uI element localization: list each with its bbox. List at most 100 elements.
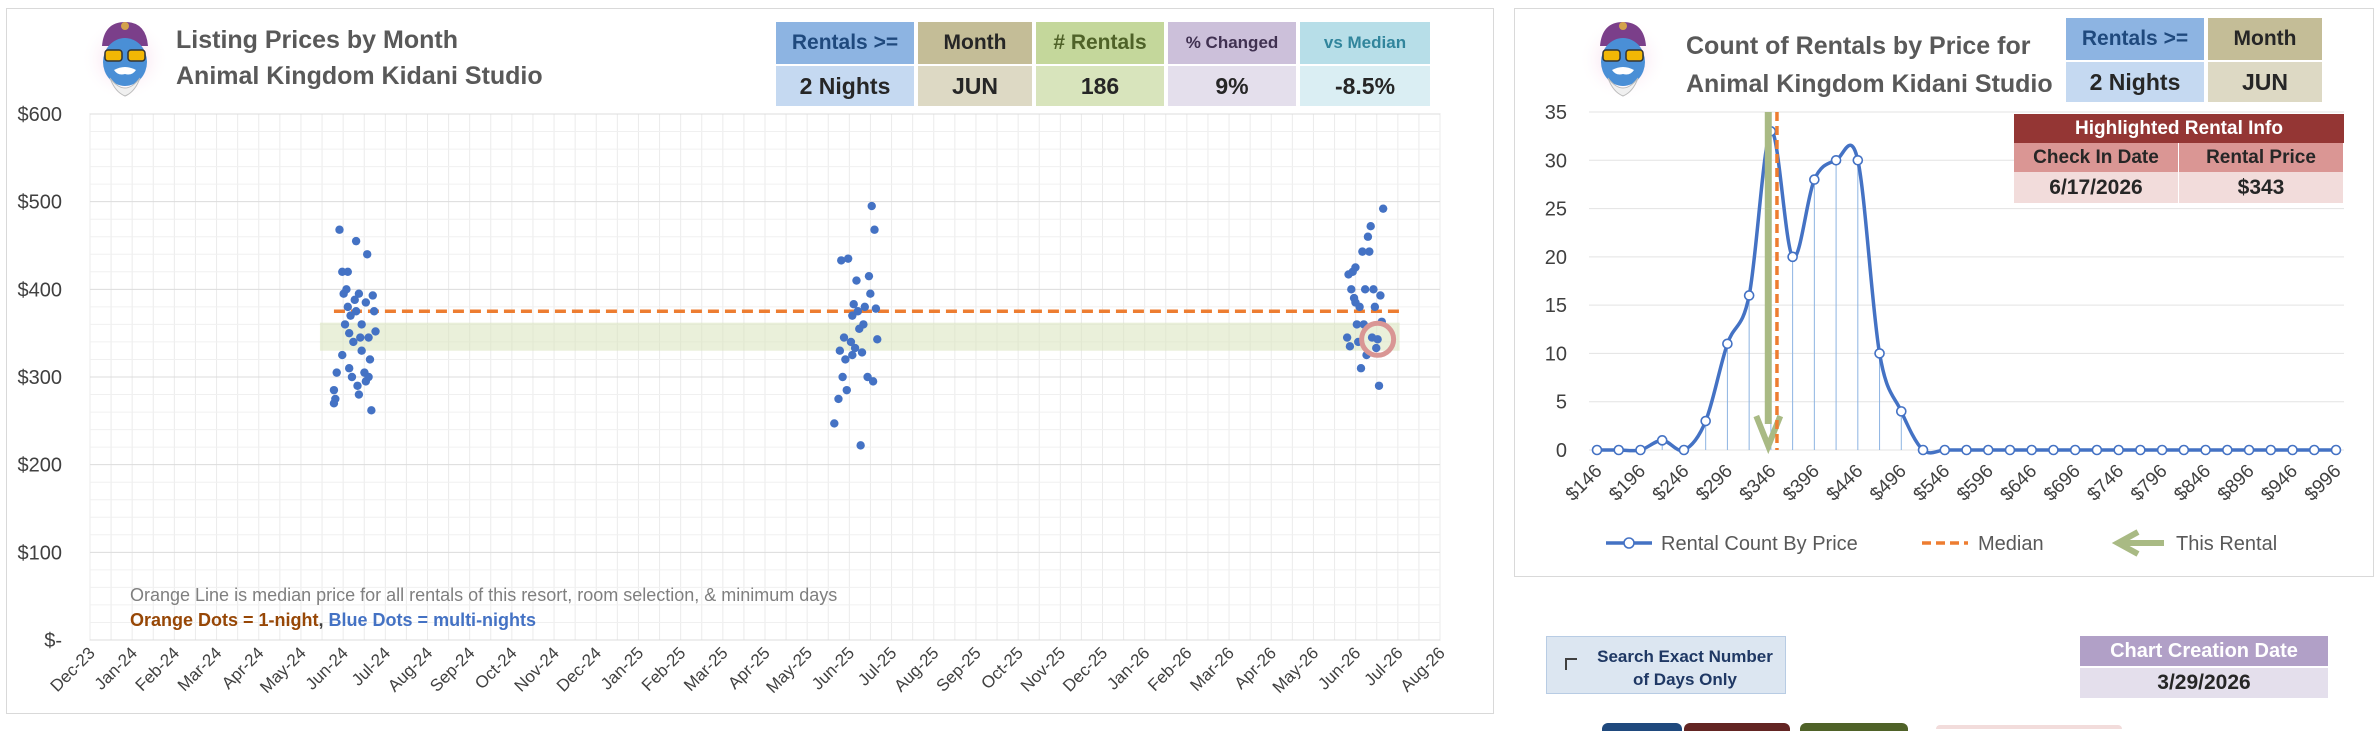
y-tick-label: 10 <box>1545 343 1567 365</box>
scatter-point <box>868 377 878 386</box>
note-separator: , <box>319 610 329 630</box>
left-kpi-header-4: vs Median <box>1300 22 1430 64</box>
scatter-point <box>1374 381 1384 390</box>
nav-button-blue[interactable] <box>1602 723 1682 731</box>
checkbox-icon[interactable] <box>1565 658 1577 670</box>
rental-count-marker <box>1613 444 1625 456</box>
creation-date-header: Chart Creation Date <box>2080 636 2328 666</box>
scatter-point <box>856 441 865 450</box>
right-kpi-header-1: Month <box>2208 18 2322 60</box>
scatter-point <box>835 346 845 355</box>
scatter-point <box>338 350 347 360</box>
rental-count-marker <box>1700 415 1711 427</box>
x-tick-label: $496 <box>1866 461 1911 506</box>
y-tick-label: $300 <box>18 367 63 389</box>
x-tick-label: May-25 <box>762 643 816 697</box>
right-chart-subtitle: Animal Kingdom Kidani Studio <box>1686 70 2053 98</box>
scatter-point <box>1360 285 1370 294</box>
x-tick-label: $846 <box>2170 461 2215 506</box>
scatter-point <box>363 250 372 259</box>
x-tick-label: Jan-24 <box>91 643 141 693</box>
x-tick-label: $396 <box>1779 461 1824 506</box>
x-tick-label: $346 <box>1736 461 1781 506</box>
search-exact-days-checkbox[interactable]: Search Exact Number of Days Only <box>1546 636 1786 694</box>
rental-count-marker <box>2330 444 2342 456</box>
scatter-point <box>830 419 839 428</box>
scatter-point <box>846 337 856 347</box>
scatter-point <box>357 346 366 355</box>
rental-count-marker <box>1722 338 1733 350</box>
x-tick-label: $996 <box>2301 461 2346 506</box>
check-in-date-value: 6/17/2026 <box>2014 172 2179 203</box>
x-tick-label: $896 <box>2214 461 2259 506</box>
x-tick-label: Mar-26 <box>1186 643 1238 695</box>
left-kpi-3: % Changed 9% <box>1168 22 1296 106</box>
x-tick-label: $796 <box>2127 461 2172 506</box>
x-tick-label: Aug-24 <box>384 643 436 695</box>
scatter-point <box>860 302 869 312</box>
rental-count-marker <box>1982 444 1994 456</box>
left-kpi-header-2: # Rentals <box>1036 22 1164 64</box>
rental-count-marker <box>1830 154 1842 166</box>
y-tick-label: $100 <box>18 542 63 564</box>
rental-count-marker <box>2004 444 2016 456</box>
scatter-point <box>1376 291 1385 300</box>
scatter-point <box>1369 285 1378 294</box>
scatter-point <box>354 289 364 298</box>
rental-count-marker <box>1895 406 1907 417</box>
highlight-title: Highlighted Rental Info <box>2014 114 2344 143</box>
left-kpi-2: # Rentals 186 <box>1036 22 1164 106</box>
x-tick-label: Feb-24 <box>132 643 184 695</box>
x-tick-label: Sep-25 <box>933 643 985 695</box>
scatter-point <box>1363 232 1373 241</box>
scatter-point <box>361 298 371 307</box>
rental-count-marker <box>1678 444 1690 456</box>
scatter-point <box>859 320 868 329</box>
scatter-point <box>841 355 850 364</box>
scatter-point <box>848 350 857 360</box>
x-tick-label: Dec-25 <box>1059 643 1111 695</box>
rental-count-marker <box>2243 444 2255 456</box>
x-tick-label: Aug-25 <box>890 643 942 695</box>
legend-marker-icon <box>1623 537 1635 549</box>
scatter-point <box>849 300 858 309</box>
left-chart-title: Listing Prices by Month <box>176 26 458 54</box>
scatter-point <box>843 254 853 263</box>
note-orange-dots: Orange Dots = 1-night <box>130 610 319 630</box>
highlighted-point-ring <box>1359 320 1397 358</box>
left-kpi-1: Month JUN <box>918 22 1032 106</box>
x-tick-label: $296 <box>1692 461 1737 506</box>
scatter-point <box>1355 302 1364 312</box>
rental-price-header: Rental Price <box>2179 143 2344 172</box>
nav-button-pink[interactable] <box>1936 725 2122 729</box>
scatter-point <box>371 327 380 336</box>
x-tick-label: Jun-24 <box>302 643 352 693</box>
right-chart-title: Count of Rentals by Price for <box>1686 32 2031 60</box>
legend-median: Median <box>1978 533 2044 555</box>
scatter-point <box>867 201 876 211</box>
scatter-point <box>368 291 377 300</box>
nav-button-green[interactable] <box>1800 723 1908 731</box>
rental-count-marker <box>2048 444 2059 456</box>
legend-this-rental: This Rental <box>2176 533 2277 555</box>
rental-count-marker <box>1852 154 1864 166</box>
scatter-point <box>332 368 341 377</box>
left-kpi-header-3: % Changed <box>1168 22 1296 64</box>
x-tick-label: $196 <box>1605 461 1650 506</box>
right-kpi-0: Rentals >= 2 Nights <box>2066 18 2204 102</box>
rental-count-marker <box>1656 435 1668 446</box>
x-tick-label: $146 <box>1562 461 1607 506</box>
rental-count-marker <box>2156 444 2168 456</box>
x-tick-label: Mar-25 <box>680 643 732 695</box>
nav-button-red[interactable] <box>1684 723 1790 731</box>
legend-rental-count: Rental Count By Price <box>1661 533 1858 555</box>
rental-count-marker <box>1635 444 1646 456</box>
legend-arrow-head-icon <box>2111 529 2140 557</box>
left-kpi-value-1: JUN <box>918 66 1032 106</box>
x-tick-label: Mar-24 <box>174 643 226 695</box>
scatter-point <box>369 307 379 316</box>
check-in-date-header: Check In Date <box>2014 143 2179 172</box>
scatter-point <box>351 307 361 316</box>
rental-count-marker <box>2178 444 2190 456</box>
right-kpi-value-0: 2 Nights <box>2066 62 2204 102</box>
